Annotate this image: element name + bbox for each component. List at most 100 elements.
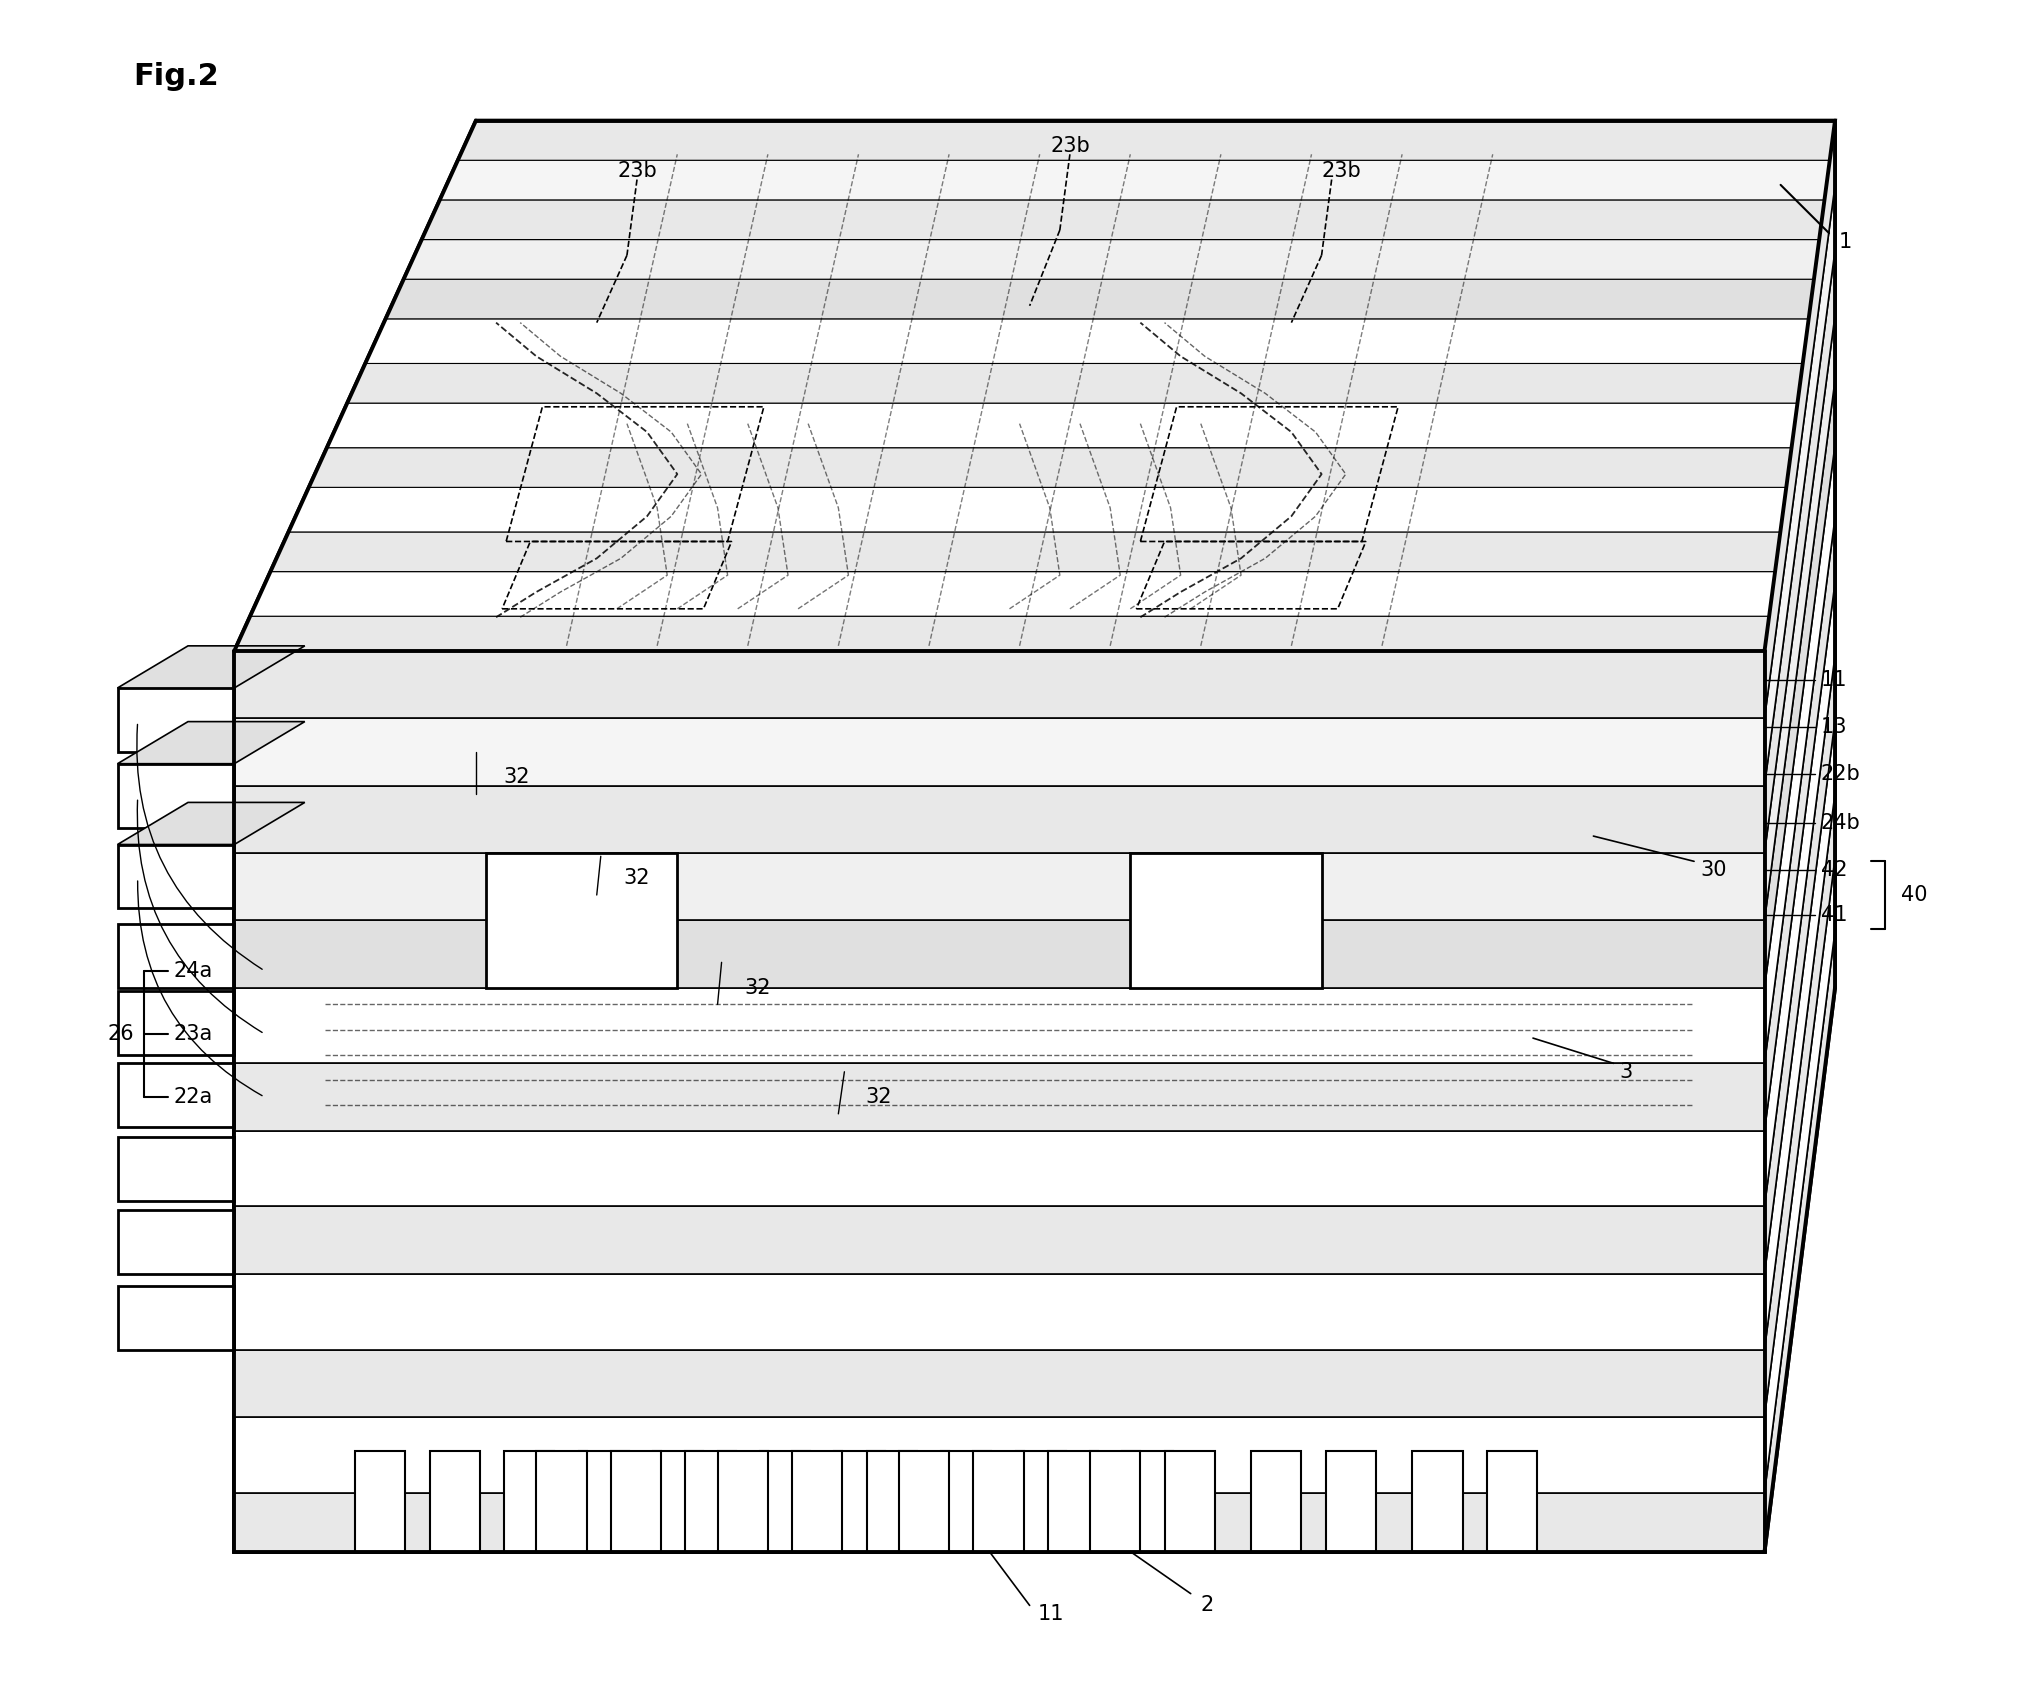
Polygon shape [234, 718, 1765, 785]
Polygon shape [117, 687, 234, 752]
Polygon shape [537, 1451, 588, 1552]
Polygon shape [458, 120, 1835, 160]
Polygon shape [1765, 120, 1835, 1552]
Polygon shape [1765, 250, 1835, 853]
Polygon shape [652, 1451, 703, 1552]
Text: 32: 32 [503, 767, 529, 787]
Text: 32: 32 [745, 978, 771, 998]
Polygon shape [234, 1206, 1765, 1274]
Polygon shape [1486, 1451, 1536, 1552]
Polygon shape [440, 160, 1829, 199]
Text: 32: 32 [866, 1088, 892, 1106]
Polygon shape [1765, 720, 1835, 1350]
Polygon shape [1326, 1451, 1375, 1552]
Text: 23b: 23b [618, 160, 656, 181]
Polygon shape [1123, 1451, 1173, 1552]
Text: 23b: 23b [1322, 160, 1361, 181]
Polygon shape [234, 785, 1765, 853]
Polygon shape [234, 921, 1765, 988]
Polygon shape [866, 1451, 917, 1552]
Polygon shape [579, 1451, 630, 1552]
Polygon shape [1765, 120, 1835, 718]
Polygon shape [941, 1451, 991, 1552]
Text: 22a: 22a [174, 1088, 214, 1106]
Polygon shape [1765, 655, 1835, 1274]
Polygon shape [234, 650, 1765, 718]
Polygon shape [1765, 517, 1835, 1130]
Polygon shape [234, 1130, 1765, 1206]
Polygon shape [234, 1274, 1765, 1350]
Polygon shape [117, 763, 234, 828]
Polygon shape [973, 1451, 1024, 1552]
Polygon shape [430, 1451, 481, 1552]
Text: 41: 41 [1821, 905, 1847, 926]
Text: Fig.2: Fig.2 [133, 62, 220, 91]
Polygon shape [234, 1493, 1765, 1552]
Polygon shape [834, 1451, 884, 1552]
Polygon shape [117, 1137, 234, 1201]
Polygon shape [234, 1417, 1765, 1493]
Polygon shape [404, 240, 1819, 279]
Text: 13: 13 [1821, 716, 1847, 736]
Polygon shape [234, 988, 1765, 1064]
Polygon shape [1090, 1451, 1141, 1552]
Text: 1: 1 [1839, 231, 1851, 252]
Text: 42: 42 [1821, 860, 1847, 880]
Polygon shape [117, 1209, 234, 1274]
Text: 22b: 22b [1821, 763, 1862, 784]
Polygon shape [234, 650, 1765, 1552]
Text: 11: 11 [1038, 1605, 1064, 1623]
Polygon shape [487, 853, 676, 988]
Polygon shape [1765, 858, 1835, 1493]
Polygon shape [759, 1451, 810, 1552]
Polygon shape [1765, 316, 1835, 921]
Text: 26: 26 [107, 1024, 133, 1044]
Polygon shape [347, 363, 1803, 404]
Text: 11: 11 [1821, 669, 1847, 689]
Polygon shape [309, 448, 1791, 488]
Polygon shape [234, 120, 1835, 650]
Polygon shape [117, 645, 305, 687]
Polygon shape [234, 1350, 1765, 1417]
Polygon shape [271, 532, 1781, 571]
Polygon shape [117, 844, 234, 909]
Text: 40: 40 [1902, 885, 1928, 905]
Polygon shape [1252, 1451, 1302, 1552]
Polygon shape [1016, 1451, 1066, 1552]
Polygon shape [327, 404, 1797, 448]
Polygon shape [234, 853, 1765, 921]
Polygon shape [684, 1451, 735, 1552]
Polygon shape [1765, 186, 1835, 785]
Polygon shape [117, 1285, 234, 1350]
Polygon shape [117, 802, 305, 844]
Text: 23b: 23b [1050, 135, 1090, 155]
Text: 23a: 23a [174, 1024, 214, 1044]
Text: 2: 2 [1201, 1596, 1213, 1615]
Polygon shape [355, 1451, 406, 1552]
Polygon shape [250, 571, 1775, 616]
Polygon shape [1131, 853, 1322, 988]
Polygon shape [117, 924, 234, 988]
Polygon shape [612, 1451, 660, 1552]
Polygon shape [1765, 931, 1835, 1552]
Text: 24b: 24b [1821, 812, 1862, 833]
Polygon shape [717, 1451, 767, 1552]
Text: 3: 3 [1619, 1062, 1633, 1081]
Polygon shape [505, 1451, 555, 1552]
Polygon shape [1765, 583, 1835, 1206]
Polygon shape [1765, 794, 1835, 1417]
Polygon shape [1765, 380, 1835, 988]
Polygon shape [386, 279, 1813, 319]
Text: 30: 30 [1700, 860, 1726, 880]
Polygon shape [1765, 444, 1835, 1064]
Polygon shape [289, 488, 1787, 532]
Text: 24a: 24a [174, 961, 214, 981]
Polygon shape [117, 991, 234, 1056]
Polygon shape [422, 199, 1825, 240]
Polygon shape [117, 1064, 234, 1127]
Polygon shape [1048, 1451, 1098, 1552]
Polygon shape [117, 721, 305, 763]
Polygon shape [234, 616, 1769, 650]
Polygon shape [1411, 1451, 1462, 1552]
Polygon shape [365, 319, 1809, 363]
